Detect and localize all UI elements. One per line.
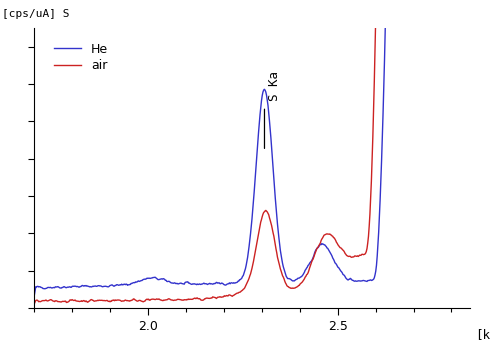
He — [229, 281, 235, 285]
Line: air: air — [34, 0, 470, 304]
Legend: He, air: He, air — [53, 43, 108, 72]
Text: [keV]: [keV] — [475, 328, 490, 341]
Text: [cps/uA] S: [cps/uA] S — [2, 9, 70, 19]
He — [322, 244, 328, 248]
He — [31, 293, 37, 298]
air — [144, 298, 149, 302]
air — [288, 286, 294, 290]
air — [108, 299, 114, 303]
air — [229, 294, 235, 298]
He — [144, 276, 149, 281]
He — [288, 278, 294, 282]
He — [360, 279, 366, 283]
Text: S Ka: S Ka — [268, 71, 280, 101]
air — [322, 232, 328, 237]
He — [108, 283, 114, 287]
air — [360, 252, 366, 257]
air — [31, 302, 37, 306]
Line: He: He — [34, 0, 470, 295]
